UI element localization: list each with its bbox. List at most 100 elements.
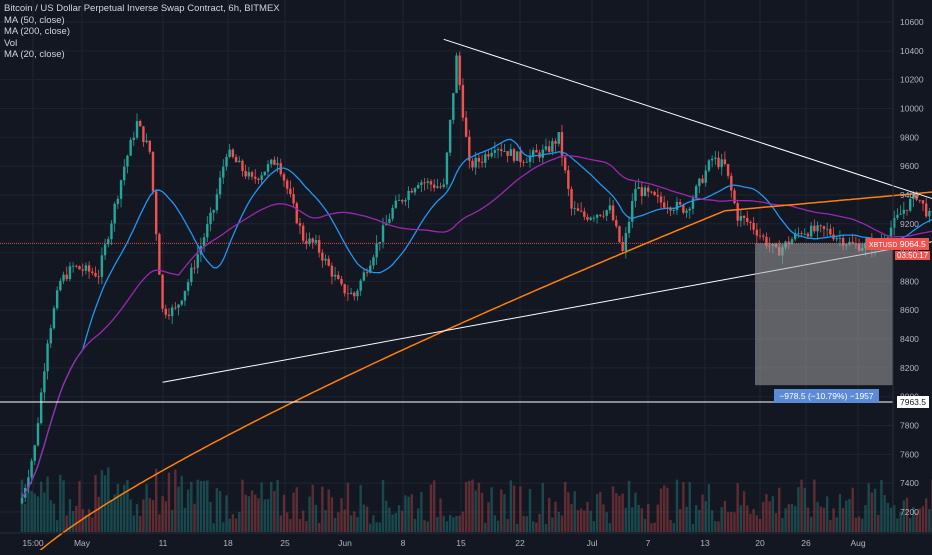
volume-bar <box>519 486 522 532</box>
legend-ma50[interactable]: MA (50, close) <box>4 14 65 26</box>
x-tick-label: 13 <box>700 538 710 548</box>
candle-body <box>621 241 624 252</box>
candle-body <box>480 161 484 163</box>
x-tick-label: Jul <box>587 538 598 548</box>
candle-body <box>579 210 583 212</box>
candle-body <box>254 176 257 179</box>
candle-body <box>36 423 40 446</box>
x-tick-label: 25 <box>280 538 290 548</box>
candle-body <box>202 237 206 246</box>
candle-body <box>49 328 52 344</box>
volume-bar <box>627 480 631 532</box>
volume-bar <box>23 503 27 532</box>
candle-body <box>758 235 762 237</box>
candle-body <box>647 187 650 192</box>
volume-bar <box>234 518 238 532</box>
target-price-tag: 7963.5 <box>897 396 929 408</box>
candle-body <box>506 151 509 156</box>
volume-bar <box>340 498 343 532</box>
candle-body <box>110 223 113 240</box>
volume-bar <box>857 516 861 532</box>
volume-bar <box>717 521 720 532</box>
volume-bar <box>532 521 535 532</box>
candle-body <box>250 172 254 177</box>
candle-body <box>442 184 445 187</box>
candle-body <box>436 186 439 188</box>
candle-body <box>586 216 589 220</box>
legend-ma200[interactable]: MA (200, close) <box>4 26 70 37</box>
volume-bar <box>410 494 413 532</box>
volume-bar <box>647 504 650 532</box>
volume-bar <box>640 508 644 532</box>
candle-body <box>694 186 698 199</box>
trendline-upper <box>443 38 932 200</box>
volume-bar <box>848 498 851 532</box>
candle-body <box>512 149 516 161</box>
candle-body <box>541 149 544 158</box>
volume-bar <box>829 520 832 532</box>
candle-body <box>640 187 644 196</box>
volume-bar <box>838 493 842 532</box>
candle-body <box>809 225 813 237</box>
candle-body <box>116 198 120 204</box>
volume-bar <box>273 490 276 532</box>
volume-bar <box>282 494 286 532</box>
volume-bar <box>394 512 398 532</box>
candle-body <box>174 307 177 309</box>
volume-bar <box>822 507 826 532</box>
candle-body <box>97 276 100 278</box>
volume-bar <box>752 509 755 532</box>
volume-bar <box>573 491 576 532</box>
volume-bar <box>720 507 723 532</box>
candle-body <box>749 221 752 223</box>
candle-body <box>186 282 190 291</box>
volume-bar <box>420 491 423 532</box>
volume-bar <box>353 511 356 532</box>
volume-bar <box>656 504 660 532</box>
volume-bar <box>145 484 148 532</box>
candle-body <box>180 300 183 305</box>
volume-bar <box>372 515 375 532</box>
candle-body <box>752 222 755 230</box>
x-tick-label: 15:00 <box>22 538 44 548</box>
volume-bar <box>448 514 452 532</box>
candle-body <box>244 171 247 177</box>
candle-body <box>461 85 465 118</box>
volume-bar <box>87 509 91 532</box>
ma20-line <box>21 138 932 499</box>
candle-body <box>573 208 576 210</box>
volume-bar <box>107 467 110 532</box>
candle-body <box>723 159 727 165</box>
candle-body <box>730 175 733 191</box>
candle-body <box>266 164 270 172</box>
candle-body <box>148 140 151 152</box>
candle-body <box>413 188 417 193</box>
volume-bar <box>841 508 845 532</box>
volume-bar <box>250 490 254 532</box>
measure-rect <box>755 243 893 386</box>
candle-body <box>285 180 289 189</box>
measure-label[interactable]: −978.5 (−10.79%) −1957 <box>774 389 879 403</box>
volume-bar <box>180 475 183 532</box>
candle-body <box>298 223 302 226</box>
volume-bar <box>813 479 816 532</box>
volume-bar <box>522 515 525 532</box>
volume-bar <box>525 516 529 532</box>
volume-bar <box>343 509 346 532</box>
volume-bar <box>809 516 813 532</box>
volume-bar <box>193 503 196 532</box>
candle-body <box>487 154 490 157</box>
candle-body <box>161 274 164 309</box>
volume-bar <box>212 523 215 532</box>
volume-bar <box>503 494 506 532</box>
legend-vol[interactable]: Vol <box>4 37 18 49</box>
candle-body <box>375 243 378 258</box>
volume-bar <box>346 482 350 532</box>
volume-bar <box>276 480 279 532</box>
candle-body <box>825 228 829 230</box>
volume-bar <box>688 481 691 532</box>
legend-ma20[interactable]: MA (20, close) <box>4 49 65 60</box>
candle-body <box>704 170 707 183</box>
